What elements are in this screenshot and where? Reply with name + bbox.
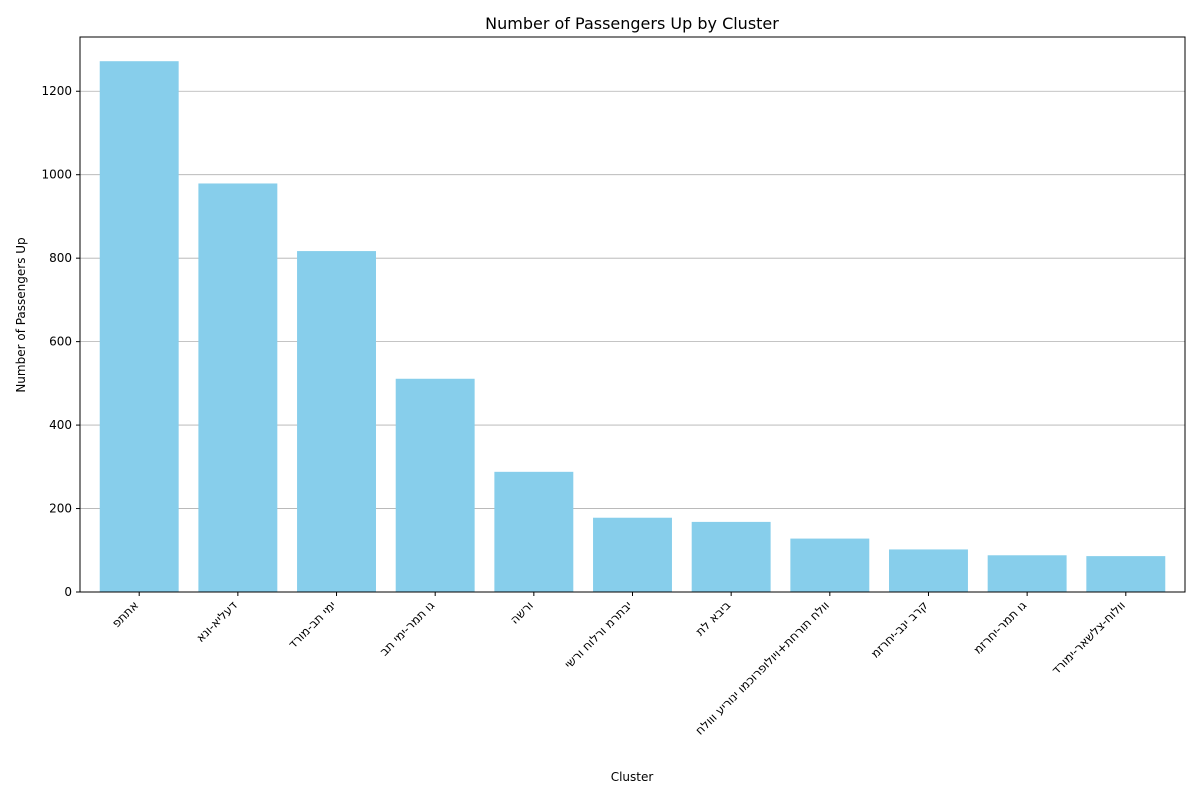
y-tick-label: 1200 xyxy=(41,84,72,98)
x-tick-label: יבתרמ ורלוח ורשי xyxy=(562,598,635,671)
y-axis-label: Number of Passengers Up xyxy=(14,237,28,392)
x-tick-label: דעליא-ונא xyxy=(193,598,240,645)
bar xyxy=(691,521,771,592)
bar xyxy=(494,471,574,592)
bar xyxy=(889,549,968,592)
x-tick-label: ורשה xyxy=(507,598,536,627)
bar xyxy=(593,517,672,592)
x-axis-ticks: אתתפ דעליא-ונא ימי תב-מורד גו תמר-ימי תב ורש… xyxy=(109,592,1128,738)
bar xyxy=(987,555,1067,592)
x-tick-label: גו תמר-יחרזמ xyxy=(971,598,1030,657)
bar xyxy=(395,378,475,592)
x-tick-label: ביבא לת xyxy=(693,598,733,638)
bar xyxy=(99,61,179,593)
x-tick-label: אתתפ xyxy=(109,598,141,630)
y-axis-ticks: 0 200 400 600 800 1000 1200 xyxy=(41,84,80,599)
x-tick-label: גו תמר-ימי תב xyxy=(377,598,437,658)
y-tick-label: 200 xyxy=(49,502,72,516)
bar xyxy=(198,183,278,593)
bars xyxy=(99,61,1166,593)
y-tick-label: 800 xyxy=(49,251,72,265)
y-tick-label: 0 xyxy=(64,585,72,599)
x-tick-label: וולוח-צלשאר-ימורד xyxy=(1049,598,1128,677)
x-axis-label: Cluster xyxy=(611,770,654,784)
y-tick-label: 1000 xyxy=(41,168,72,182)
bar xyxy=(1086,556,1166,592)
y-tick-label: 400 xyxy=(49,418,72,432)
bar xyxy=(297,251,376,593)
x-tick-label: ימי תב-מורד xyxy=(285,598,338,651)
x-tick-label: קרב ינב-יחרזמ xyxy=(868,598,931,661)
y-tick-label: 600 xyxy=(49,335,72,349)
chart-title: Number of Passengers Up by Cluster xyxy=(485,14,779,33)
bar xyxy=(790,538,870,592)
